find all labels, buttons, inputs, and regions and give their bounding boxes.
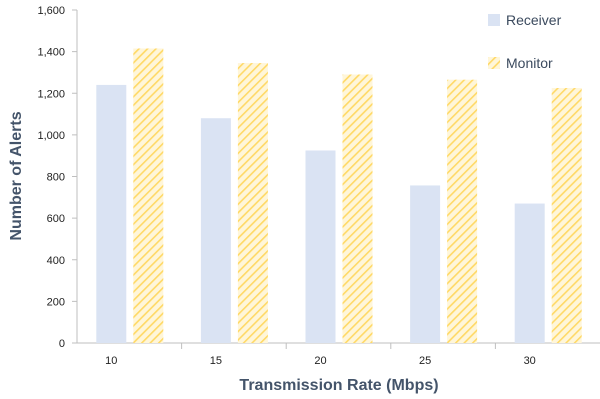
y-tick-label: 1,200 xyxy=(37,88,65,100)
y-tick-label: 200 xyxy=(47,296,65,308)
x-tick-label: 30 xyxy=(524,355,536,367)
y-tick-label: 600 xyxy=(47,213,65,225)
bar-monitor-10 xyxy=(133,48,164,344)
legend-label-receiver: Receiver xyxy=(506,12,562,28)
bar-receiver-20 xyxy=(305,150,336,343)
y-tick-label: 0 xyxy=(59,338,65,350)
legend-swatch-monitor xyxy=(488,57,500,69)
legend-label-monitor: Monitor xyxy=(506,55,553,71)
plot-area: 0 200 400 600 800 1,000 1,200 1,400 1,600 10 15 20… xyxy=(37,5,600,367)
y-tick-label: 1,600 xyxy=(37,5,65,17)
bar-monitor-15 xyxy=(237,63,268,344)
y-tick-label: 800 xyxy=(47,172,65,184)
x-tick-label: 15 xyxy=(210,355,222,367)
y-tick-label: 400 xyxy=(47,255,65,267)
bar-monitor-25 xyxy=(447,79,478,344)
bar-receiver-15 xyxy=(200,118,231,343)
bars xyxy=(96,48,582,344)
bar-monitor-30 xyxy=(551,88,582,343)
bar-monitor-20 xyxy=(342,74,373,344)
x-tick-label: 20 xyxy=(314,355,326,367)
x-tick-label: 10 xyxy=(105,355,117,367)
bar-receiver-10 xyxy=(96,84,127,344)
y-axis-ticks: 0 200 400 600 800 1,000 1,200 1,400 1,600 xyxy=(37,5,77,350)
x-axis-ticks: 10 15 20 25 30 xyxy=(105,343,536,367)
y-tick-label: 1,400 xyxy=(37,47,65,59)
bar-receiver-25 xyxy=(410,185,441,343)
x-axis-title: Transmission Rate (Mbps) xyxy=(239,377,438,394)
bar-receiver-30 xyxy=(514,203,545,343)
legend-swatch-receiver xyxy=(488,14,500,26)
y-axis-title: Number of Alerts xyxy=(8,111,25,240)
x-tick-label: 25 xyxy=(419,355,431,367)
y-tick-label: 1,000 xyxy=(37,130,65,142)
legend: Receiver Monitor xyxy=(488,12,562,71)
